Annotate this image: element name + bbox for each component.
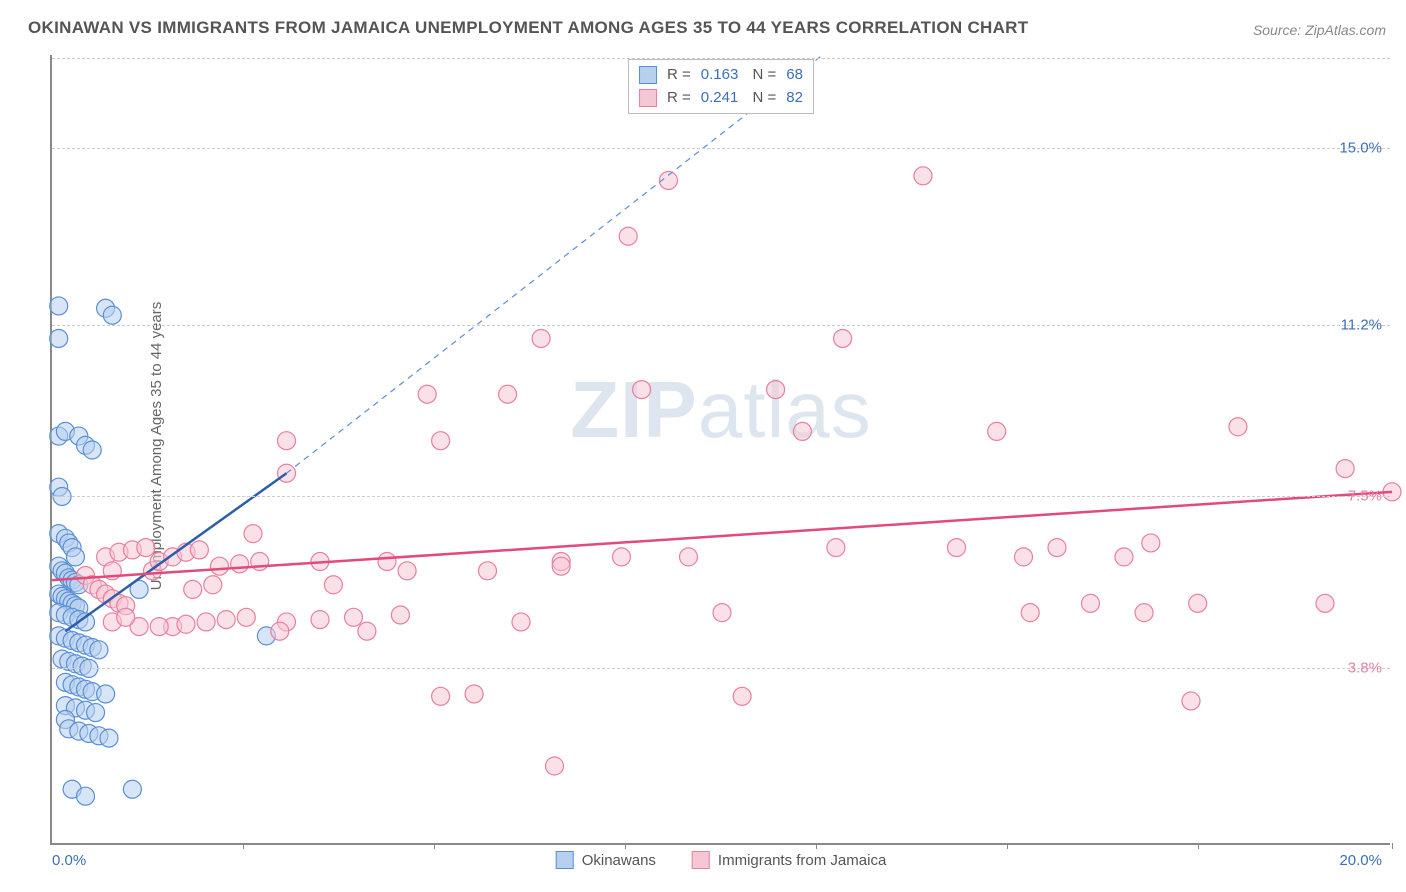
data-point bbox=[244, 525, 262, 543]
data-point bbox=[680, 548, 698, 566]
data-point bbox=[117, 608, 135, 626]
data-point bbox=[552, 557, 570, 575]
data-point bbox=[378, 553, 396, 571]
data-point bbox=[479, 562, 497, 580]
data-point bbox=[66, 548, 84, 566]
data-point bbox=[767, 381, 785, 399]
x-axis-start: 0.0% bbox=[52, 852, 86, 869]
data-point bbox=[311, 611, 329, 629]
data-point bbox=[713, 604, 731, 622]
data-point bbox=[834, 329, 852, 347]
correlation-legend: R =0.163 N =68 R =0.241 N =82 bbox=[628, 59, 814, 114]
ytick-label: 11.2% bbox=[1341, 316, 1382, 333]
data-point bbox=[100, 729, 118, 747]
legend-item-jamaica: Immigrants from Jamaica bbox=[692, 851, 886, 869]
data-point bbox=[398, 562, 416, 580]
data-point bbox=[97, 685, 115, 703]
data-point bbox=[231, 555, 249, 573]
swatch-okinawans bbox=[639, 66, 657, 84]
data-point bbox=[499, 385, 517, 403]
ytick-label: 7.5% bbox=[1348, 488, 1382, 505]
data-point bbox=[123, 780, 141, 798]
data-point bbox=[358, 622, 376, 640]
data-point bbox=[432, 432, 450, 450]
svg-layer bbox=[52, 55, 1390, 843]
series-legend: Okinawans Immigrants from Jamaica bbox=[556, 851, 887, 869]
x-axis-end: 20.0% bbox=[1339, 852, 1382, 869]
data-point bbox=[432, 687, 450, 705]
data-point bbox=[532, 329, 550, 347]
data-point bbox=[197, 613, 215, 631]
data-point bbox=[1142, 534, 1160, 552]
data-point bbox=[546, 757, 564, 775]
data-point bbox=[50, 297, 68, 315]
data-point bbox=[211, 557, 229, 575]
data-point bbox=[391, 606, 409, 624]
data-point bbox=[1182, 692, 1200, 710]
data-point bbox=[827, 539, 845, 557]
r-row-okinawans: R =0.163 N =68 bbox=[639, 64, 803, 87]
data-point bbox=[1082, 594, 1100, 612]
data-point bbox=[103, 306, 121, 324]
data-point bbox=[512, 613, 530, 631]
data-point bbox=[793, 422, 811, 440]
data-point bbox=[324, 576, 342, 594]
legend-swatch-jamaica bbox=[692, 851, 710, 869]
legend-swatch-okinawans bbox=[556, 851, 574, 869]
data-point bbox=[345, 608, 363, 626]
ytick-label: 15.0% bbox=[1339, 139, 1382, 156]
data-point bbox=[733, 687, 751, 705]
plot-area: ZIPatlas R =0.163 N =68 R =0.241 N =82 0… bbox=[50, 55, 1390, 845]
chart-title: OKINAWAN VS IMMIGRANTS FROM JAMAICA UNEM… bbox=[28, 18, 1028, 38]
data-point bbox=[1135, 604, 1153, 622]
data-point bbox=[50, 329, 68, 347]
data-point bbox=[83, 441, 101, 459]
data-point bbox=[204, 576, 222, 594]
data-point bbox=[150, 618, 168, 636]
data-point bbox=[1021, 604, 1039, 622]
data-point bbox=[914, 167, 932, 185]
r-row-jamaica: R =0.241 N =82 bbox=[639, 87, 803, 110]
legend-item-okinawans: Okinawans bbox=[556, 851, 656, 869]
data-point bbox=[177, 615, 195, 633]
data-point bbox=[271, 622, 289, 640]
data-point bbox=[87, 704, 105, 722]
source-label: Source: ZipAtlas.com bbox=[1253, 22, 1386, 38]
data-point bbox=[1015, 548, 1033, 566]
data-point bbox=[1115, 548, 1133, 566]
data-point bbox=[217, 611, 235, 629]
data-point bbox=[988, 422, 1006, 440]
data-point bbox=[633, 381, 651, 399]
data-point bbox=[190, 541, 208, 559]
data-point bbox=[619, 227, 637, 245]
data-point bbox=[613, 548, 631, 566]
data-point bbox=[77, 787, 95, 805]
data-point bbox=[1189, 594, 1207, 612]
data-point bbox=[184, 580, 202, 598]
data-point bbox=[948, 539, 966, 557]
data-point bbox=[1336, 460, 1354, 478]
data-point bbox=[278, 432, 296, 450]
data-point bbox=[137, 539, 155, 557]
data-point bbox=[465, 685, 483, 703]
data-point bbox=[1048, 539, 1066, 557]
ytick-label: 3.8% bbox=[1348, 660, 1382, 677]
data-point bbox=[1229, 418, 1247, 436]
data-point bbox=[237, 608, 255, 626]
data-point bbox=[1316, 594, 1334, 612]
data-point bbox=[418, 385, 436, 403]
data-point bbox=[90, 641, 108, 659]
swatch-jamaica bbox=[639, 89, 657, 107]
